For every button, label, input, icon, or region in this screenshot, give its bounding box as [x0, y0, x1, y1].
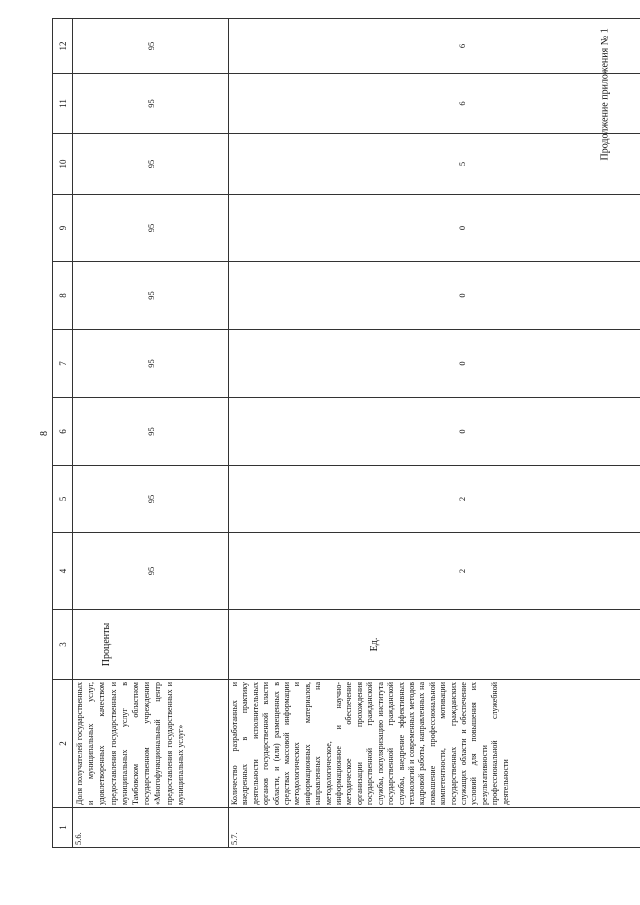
page-number: 8 [39, 431, 50, 436]
value-cell: 0 [228, 194, 640, 262]
header-cell: 1 [52, 807, 73, 848]
header-cell: 8 [52, 261, 73, 330]
header-cell: 11 [52, 73, 73, 134]
value-cell: 6 [228, 18, 640, 74]
header-cell: 3 [52, 609, 73, 680]
table-row: 5.7. Количество разработанных и внедренн… [228, 18, 640, 848]
value-cell: 95 [72, 465, 229, 533]
value-cell: 95 [72, 194, 229, 262]
value-cell: 6 [228, 73, 640, 134]
header-cell: 9 [52, 194, 73, 262]
indicators-table: 1 2 3 4 5 6 7 8 9 10 11 12 5.6. Доля пол… [52, 18, 640, 848]
value-cell: 5 [228, 133, 640, 195]
value-cell: 95 [72, 329, 229, 398]
value-cell: 95 [72, 532, 229, 610]
value-cell: 95 [72, 397, 229, 466]
value-cell: 0 [228, 329, 640, 398]
header-row: 1 2 3 4 5 6 7 8 9 10 11 12 [52, 18, 73, 848]
header-cell: 10 [52, 133, 73, 195]
header-cell: 4 [52, 532, 73, 610]
row-description: Доля получателей государственных и муниц… [72, 679, 229, 808]
row-unit: Ед. [228, 609, 640, 680]
value-cell: 95 [72, 261, 229, 330]
row-unit: Проценты [72, 609, 229, 680]
header-cell: 7 [52, 329, 73, 398]
rotated-table-container: 1 2 3 4 5 6 7 8 9 10 11 12 5.6. Доля пол… [52, 18, 640, 848]
value-cell: 0 [228, 397, 640, 466]
header-cell: 2 [52, 679, 73, 808]
value-cell: 95 [72, 133, 229, 195]
value-cell: 2 [228, 465, 640, 533]
header-cell: 5 [52, 465, 73, 533]
header-cell: 12 [52, 18, 73, 74]
value-cell: 95 [72, 73, 229, 134]
value-cell: 2 [228, 532, 640, 610]
table-row: 5.6. Доля получателей государственных и … [72, 18, 229, 848]
value-cell: 0 [228, 261, 640, 330]
row-index: 5.6. [72, 807, 229, 848]
row-index: 5.7. [228, 807, 640, 848]
value-cell: 95 [72, 18, 229, 74]
header-cell: 6 [52, 397, 73, 466]
row-description: Количество разработанных и внедренных в … [228, 679, 640, 808]
